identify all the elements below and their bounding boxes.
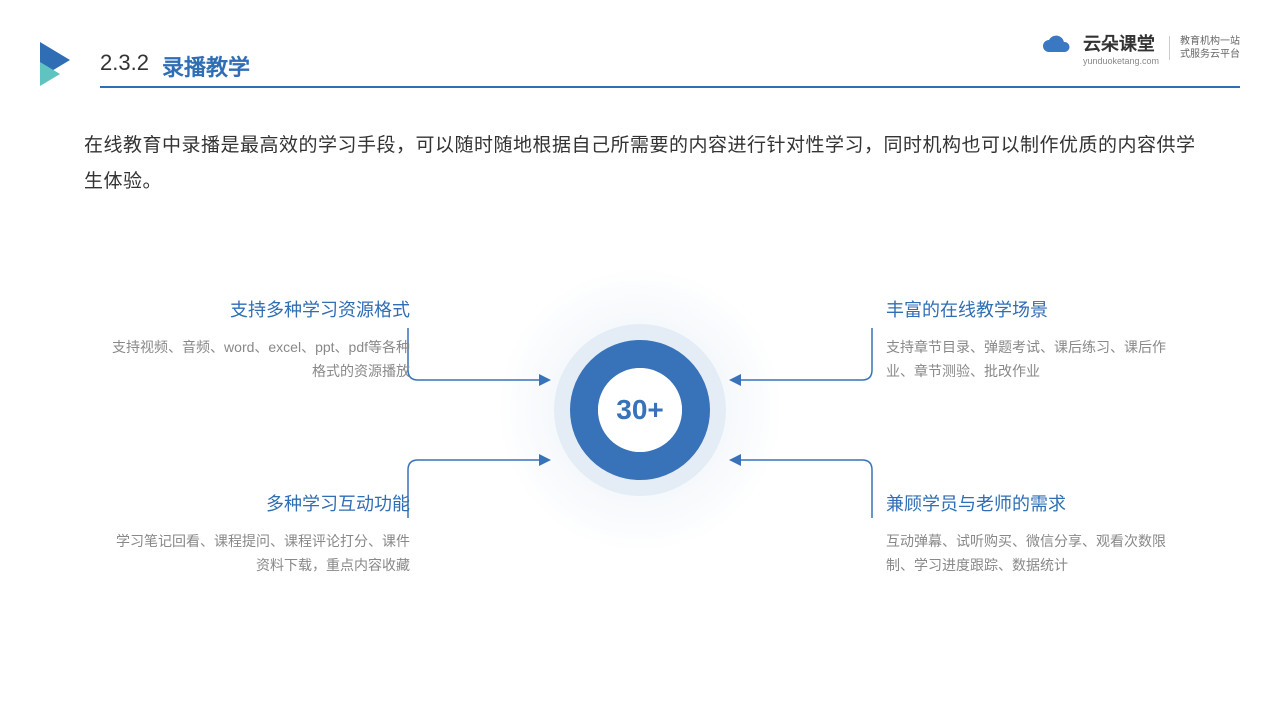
center-ring-graphic: 30+ [540,310,740,510]
intro-paragraph: 在线教育中录播是最高效的学习手段，可以随时随地根据自己所需要的内容进行针对性学习… [84,128,1204,200]
logo-tagline-1: 教育机构一站 [1180,35,1240,48]
feature-top-left: 支持多种学习资源格式 支持视频、音频、word、excel、ppt、pdf等各种… [110,296,410,384]
logo-brand-text: 云朵课堂 [1083,30,1159,56]
connector-top-right [720,320,880,400]
feature-desc: 学习笔记回看、课程提问、课程评论打分、课件资料下载，重点内容收藏 [110,530,410,578]
feature-bottom-left: 多种学习互动功能 学习笔记回看、课程提问、课程评论打分、课件资料下载，重点内容收… [110,490,410,578]
center-value: 30+ [616,394,664,426]
feature-title: 丰富的在线教学场景 [886,296,1186,322]
ring-inner: 30+ [598,368,682,452]
feature-desc: 互动弹幕、试听购买、微信分享、观看次数限制、学习进度跟踪、数据统计 [886,530,1186,578]
section-title: 录播教学 [162,50,250,82]
logo-divider [1169,36,1170,60]
logo-domain: yunduoketang.com [1083,56,1159,67]
connector-bottom-left [400,446,560,526]
feature-title: 兼顾学员与老师的需求 [886,490,1186,516]
feature-desc: 支持视频、音频、word、excel、ppt、pdf等各种格式的资源播放 [110,336,410,384]
feature-bottom-right: 兼顾学员与老师的需求 互动弹幕、试听购买、微信分享、观看次数限制、学习进度跟踪、… [886,490,1186,578]
cloud-icon [1041,34,1073,58]
brand-logo: 云朵课堂 yunduoketang.com 教育机构一站 式服务云平台 [1041,30,1240,67]
feature-top-right: 丰富的在线教学场景 支持章节目录、弹题考试、课后练习、课后作业、章节测验、批改作… [886,296,1186,384]
feature-title: 支持多种学习资源格式 [110,296,410,322]
section-number: 2.3.2 [100,50,149,76]
connector-bottom-right [720,446,880,526]
feature-desc: 支持章节目录、弹题考试、课后练习、课后作业、章节测验、批改作业 [886,336,1186,384]
feature-title: 多种学习互动功能 [110,490,410,516]
logo-tagline-2: 式服务云平台 [1180,48,1240,61]
connector-top-left [400,320,560,400]
header-underline [100,86,1240,88]
slide-header-icon [32,38,80,91]
